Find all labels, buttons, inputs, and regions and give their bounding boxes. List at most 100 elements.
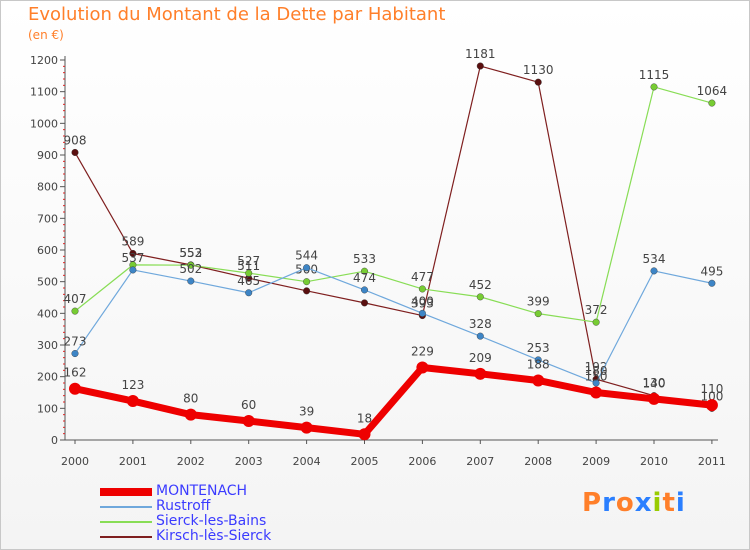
y-tick-label: 700	[37, 212, 58, 225]
data-label-sierck-les-bains: 533	[353, 252, 376, 266]
data-label-rustroff: 400	[411, 294, 434, 308]
data-point-rustroff	[476, 332, 484, 340]
logo-letter: i	[675, 488, 686, 518]
data-point-montenach	[69, 382, 81, 395]
data-point-kirsch-l-s-sierck	[361, 299, 369, 307]
data-label-montenach: 162	[64, 366, 87, 380]
logo-letter: r	[602, 488, 616, 518]
data-point-montenach	[184, 408, 197, 421]
data-label-montenach: 18	[357, 411, 372, 425]
proxiti-logo: Proxiti	[582, 488, 686, 518]
series-line-rustroff	[74, 267, 713, 384]
data-point-sierck-les-bains	[534, 310, 542, 318]
data-label-montenach: 39	[299, 405, 314, 419]
data-label-rustroff: 502	[179, 262, 202, 276]
data-label-kirsch-l-s-sierck: 511	[237, 259, 260, 273]
data-point-sierck-les-bains	[303, 278, 311, 286]
data-point-rustroff	[187, 277, 195, 285]
y-tick-label: 800	[37, 181, 58, 194]
legend-swatch	[100, 535, 152, 538]
data-label-sierck-les-bains: 477	[411, 270, 434, 284]
series-line-sierck-les-bains	[74, 86, 713, 323]
logo-letter: i	[652, 488, 663, 518]
data-point-sierck-les-bains	[71, 307, 79, 315]
data-point-rustroff	[71, 350, 79, 358]
data-label-rustroff: 534	[643, 252, 666, 266]
data-label-sierck-les-bains: 1115	[639, 68, 670, 82]
data-label-rustroff: 537	[121, 251, 144, 265]
legend-item-kirsch-l-s-sierck: Kirsch-lès-Sierck	[100, 529, 271, 544]
x-tick-label: 2000	[61, 455, 89, 468]
data-label-kirsch-l-s-sierck: 100	[700, 389, 723, 403]
x-tick-label: 2005	[351, 455, 379, 468]
legend-item-montenach: MONTENACH	[100, 484, 271, 499]
series-line-montenach	[71, 363, 716, 438]
data-label-kirsch-l-s-sierck: 908	[64, 133, 87, 147]
legend-label: MONTENACH	[156, 483, 248, 499]
data-label-rustroff: 495	[700, 264, 723, 278]
data-point-rustroff	[361, 286, 369, 294]
data-label-kirsch-l-s-sierck: 1181	[465, 47, 496, 61]
data-point-sierck-les-bains	[361, 267, 369, 275]
data-point-montenach	[532, 374, 545, 387]
data-point-sierck-les-bains	[476, 293, 484, 301]
data-label-montenach: 110	[700, 382, 723, 396]
data-point-rustroff	[650, 267, 658, 275]
data-label-sierck-les-bains: 452	[469, 278, 492, 292]
logo-letter: o	[615, 488, 635, 518]
data-point-rustroff	[129, 266, 137, 274]
legend-swatch	[100, 505, 152, 508]
data-point-sierck-les-bains	[245, 269, 253, 277]
data-label-montenach: 130	[643, 376, 666, 390]
legend-swatch	[100, 487, 152, 496]
y-tick-label: 900	[37, 149, 58, 162]
y-tick-label: 300	[37, 339, 58, 352]
data-label-rustroff: 253	[527, 341, 550, 355]
data-label-rustroff: 273	[64, 335, 87, 349]
y-tick-label: 0	[51, 434, 58, 447]
data-point-rustroff	[418, 309, 426, 317]
x-tick-label: 2002	[177, 455, 205, 468]
data-point-montenach	[474, 367, 487, 380]
data-label-montenach: 150	[585, 370, 608, 384]
data-point-montenach	[705, 399, 718, 412]
data-label-kirsch-l-s-sierck: 1130	[523, 63, 554, 77]
legend-label: Rustroff	[156, 498, 211, 514]
data-label-montenach: 60	[241, 398, 256, 412]
data-point-sierck-les-bains	[592, 318, 600, 326]
x-tick-label: 2009	[582, 455, 610, 468]
data-point-rustroff	[534, 356, 542, 364]
data-label-rustroff: 328	[469, 317, 492, 331]
data-point-sierck-les-bains	[418, 285, 426, 293]
x-tick-label: 2008	[524, 455, 552, 468]
y-tick-label: 400	[37, 307, 58, 320]
data-point-montenach	[358, 428, 371, 441]
legend-label: Kirsch-lès-Sierck	[156, 528, 272, 544]
data-label-montenach: 209	[469, 351, 492, 365]
data-point-kirsch-l-s-sierck	[303, 287, 311, 295]
data-point-sierck-les-bains	[708, 99, 716, 107]
data-label-kirsch-l-s-sierck: 589	[121, 234, 144, 248]
y-tick-label: 1000	[30, 117, 58, 130]
data-label-kirsch-l-s-sierck: 393	[411, 297, 434, 311]
data-point-kirsch-l-s-sierck	[476, 62, 484, 70]
data-point-montenach	[648, 392, 660, 405]
y-tick-label: 200	[37, 371, 58, 384]
x-tick-label: 2004	[293, 455, 321, 468]
y-tick-label: 500	[37, 276, 58, 289]
x-tick-label: 2010	[640, 455, 668, 468]
data-point-rustroff	[708, 279, 716, 287]
y-tick-label: 600	[37, 244, 58, 257]
data-point-sierck-les-bains	[187, 261, 195, 269]
logo-letter: P	[582, 488, 603, 518]
data-point-montenach	[300, 421, 313, 434]
data-point-rustroff	[303, 264, 311, 272]
logo-letter: x	[634, 488, 653, 518]
chart-title: Evolution du Montant de la Dette par Hab…	[28, 4, 446, 25]
data-point-montenach	[416, 361, 429, 374]
y-tick-label: 1100	[30, 86, 58, 99]
data-label-rustroff: 544	[295, 249, 318, 263]
data-label-sierck-les-bains: 399	[527, 295, 550, 309]
x-tick-label: 2007	[466, 455, 494, 468]
